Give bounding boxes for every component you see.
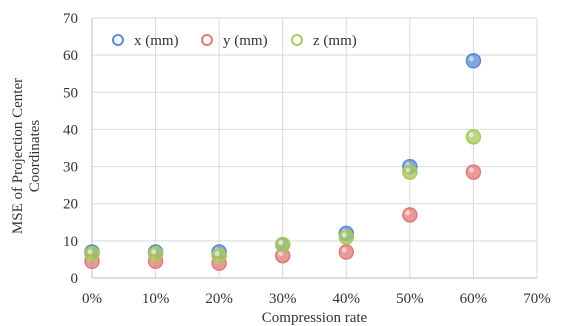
point-highlight (214, 251, 220, 257)
x-tick-label: 40% (333, 291, 361, 307)
legend-item-2: y (mm) (201, 33, 268, 49)
y-tick-label: 40 (63, 122, 78, 138)
point-highlight (405, 167, 411, 173)
legend-marker (201, 34, 213, 46)
point-series-3 (465, 129, 482, 145)
x-axis-title: Compression rate (262, 310, 368, 326)
point-series-3 (147, 246, 164, 262)
point-highlight (468, 56, 474, 62)
legend-label: x (mm) (134, 33, 179, 49)
x-tick-label: 0% (82, 291, 102, 307)
legend-item-3: z (mm) (291, 33, 357, 49)
point-series-2 (338, 244, 355, 260)
point-highlight (87, 249, 93, 255)
legend-marker (112, 34, 124, 46)
point-highlight (341, 232, 347, 238)
y-tick-label: 0 (71, 271, 79, 287)
axes (91, 18, 537, 279)
tick-labels: 0 10 20 30 40 50 60 70 0% 10% 20% 30% 40% 50% 60% 70% (63, 11, 551, 307)
point-highlight (278, 240, 284, 246)
grid (92, 17, 538, 278)
point-series-3 (84, 246, 100, 262)
legend: x (mm) y (mm) z (mm) (112, 33, 357, 49)
legend-marker (291, 34, 303, 46)
point-highlight (405, 210, 411, 216)
point-series-3 (402, 164, 418, 180)
point-highlight (468, 167, 474, 173)
y-tick-label: 60 (63, 48, 78, 64)
y-tick-label: 10 (63, 234, 78, 250)
point-highlight (278, 251, 284, 257)
point-highlight (151, 249, 157, 255)
x-tick-label: 20% (205, 291, 233, 307)
point-series-3 (338, 229, 355, 245)
point-series-3 (211, 247, 227, 264)
point-series-2 (465, 164, 482, 180)
y-tick-label: 30 (63, 160, 78, 176)
y-tick-label: 50 (63, 85, 78, 101)
x-tick-label: 30% (269, 291, 297, 307)
point-highlight (468, 132, 474, 138)
x-tick-label: 60% (460, 291, 488, 307)
y-tick-label: 70 (63, 11, 78, 27)
point-series-1 (465, 52, 482, 69)
point-series-3 (274, 236, 291, 253)
legend-label: z (mm) (313, 33, 357, 49)
legend-item-1: x (mm) (112, 33, 179, 49)
data-points (84, 52, 482, 271)
legend-label: y (mm) (223, 33, 268, 49)
y-tick-label: 20 (63, 197, 78, 213)
x-tick-label: 70% (523, 291, 551, 307)
x-tick-label: 50% (396, 291, 424, 307)
point-highlight (341, 247, 347, 253)
y-axis-title: MSE of Projection CenterCoordinates (10, 78, 43, 234)
point-series-2 (402, 207, 418, 223)
x-tick-label: 10% (142, 291, 170, 307)
